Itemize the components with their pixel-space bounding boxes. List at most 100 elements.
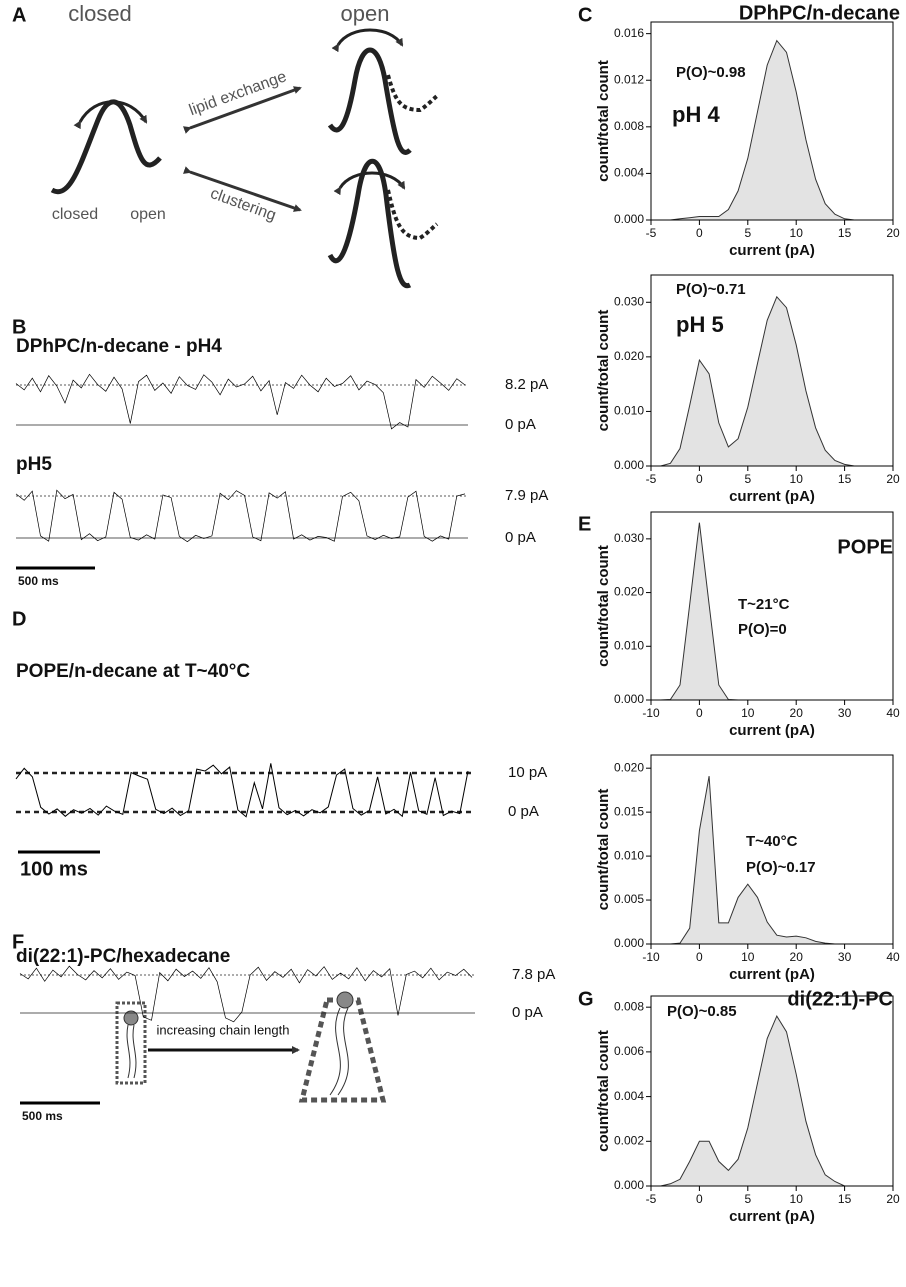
diagram: closed open closed open lipid exchange c…: [50, 1, 439, 289]
annotation: P(O)~0.85: [667, 1003, 737, 1020]
lipid-tail: [329, 1007, 349, 1096]
y-tick-label: 0.016: [614, 26, 644, 40]
annotation: pH 5: [676, 312, 724, 337]
plot-frame: [650, 511, 894, 701]
panel-letter: F: [12, 931, 24, 953]
x-tick-label: 15: [838, 1192, 852, 1206]
channel-shape: [50, 99, 162, 195]
current-trace: [15, 373, 466, 430]
lipid-head: [336, 991, 354, 1009]
panel-letter: D: [12, 608, 26, 630]
y-axis-label: count/total count: [595, 310, 612, 432]
x-tick-label: 0: [696, 226, 703, 240]
y-tick-label: 0.008: [614, 119, 644, 133]
y-tick-label: 0.000: [614, 1178, 644, 1192]
label: closed: [52, 206, 98, 223]
y-tick-label: 0.020: [614, 349, 644, 363]
x-tick-label: 30: [838, 706, 852, 720]
arrow: [182, 86, 302, 134]
x-tick-label: 10: [741, 950, 755, 964]
x-tick-label: -5: [646, 226, 657, 240]
chain-schematic: increasing chain length: [115, 991, 387, 1103]
level-label: 0 pA: [508, 803, 539, 820]
x-axis-label: current (pA): [729, 242, 815, 259]
lipid: [386, 74, 439, 113]
current-trace: [15, 489, 466, 543]
y-axis-label: count/total count: [595, 545, 612, 667]
y-tick-label: 0.000: [614, 458, 644, 472]
x-tick-label: 10: [741, 706, 755, 720]
level-label: 8.2 pA: [505, 376, 548, 393]
plot-frame: [650, 274, 894, 467]
label: closed: [68, 1, 132, 26]
x-axis-label: current (pA): [729, 1208, 815, 1225]
channel-shape: [327, 159, 412, 289]
x-tick-label: -5: [646, 472, 657, 486]
label: increasing chain length: [157, 1022, 290, 1037]
x-tick-label: -5: [646, 1192, 657, 1206]
y-axis-label: count/total count: [595, 60, 612, 182]
level-label: 0 pA: [505, 529, 536, 546]
y-tick-label: 0.010: [614, 638, 644, 652]
x-tick-label: 10: [790, 226, 804, 240]
x-tick-label: 10: [790, 1192, 804, 1206]
annotation: T~40°C: [746, 833, 798, 850]
label: open: [130, 206, 166, 223]
x-axis-label: current (pA): [729, 722, 815, 739]
annotation: T~21°C: [738, 596, 790, 613]
plot-frame: [650, 995, 894, 1187]
lipid-tail: [126, 1024, 137, 1079]
level-label: 0 pA: [512, 1004, 543, 1021]
x-tick-label: 0: [696, 472, 703, 486]
annotation: P(O)~0.71: [676, 281, 746, 298]
scale-label: 500 ms: [22, 1109, 63, 1123]
y-tick-label: 0.020: [614, 760, 644, 774]
trace-title: DPhPC/n-decane - pH4: [16, 336, 222, 357]
x-tick-label: 20: [886, 1192, 900, 1206]
x-tick-label: 40: [886, 706, 900, 720]
y-tick-label: 0.030: [614, 294, 644, 308]
panel-letter: B: [12, 316, 26, 338]
annotation: P(O)~0.98: [676, 64, 746, 81]
x-axis-label: current (pA): [729, 966, 815, 983]
y-tick-label: 0.000: [614, 212, 644, 226]
x-tick-label: 20: [886, 226, 900, 240]
level-label: 7.9 pA: [505, 487, 548, 504]
x-tick-label: 0: [696, 1192, 703, 1206]
x-tick-label: 20: [886, 472, 900, 486]
panel-letter: G: [578, 988, 594, 1010]
arrow: [73, 100, 148, 130]
y-tick-label: 0.015: [614, 804, 644, 818]
x-tick-label: 20: [790, 706, 804, 720]
scale-label: 100 ms: [20, 858, 88, 880]
level-label: 7.8 pA: [512, 966, 555, 983]
x-tick-label: 10: [790, 472, 804, 486]
scale-label: 500 ms: [18, 574, 59, 588]
y-axis-label: count/total count: [595, 789, 612, 911]
level-label: 10 pA: [508, 764, 547, 781]
y-tick-label: 0.000: [614, 936, 644, 950]
x-tick-label: 40: [886, 950, 900, 964]
y-tick-label: 0.020: [614, 585, 644, 599]
chart-heading: DPhPC/n-decane: [739, 2, 900, 24]
x-tick-label: 0: [696, 950, 703, 964]
lipid-head: [123, 1010, 139, 1026]
lipid: [386, 189, 439, 241]
arrow: [183, 166, 302, 212]
x-tick-label: -10: [642, 706, 660, 720]
panel-letter: E: [578, 513, 591, 535]
y-tick-label: 0.008: [614, 999, 644, 1013]
y-tick-label: 0.006: [614, 1044, 644, 1058]
plot-frame: [650, 754, 894, 945]
y-tick-label: 0.030: [614, 531, 644, 545]
x-axis-label: current (pA): [729, 488, 815, 505]
x-tick-label: 5: [744, 226, 751, 240]
annotation: P(O)=0: [738, 621, 787, 638]
trace-title: POPE/n-decane at T~40°C: [16, 661, 250, 682]
lipid-box: [298, 997, 387, 1103]
y-tick-label: 0.002: [614, 1133, 644, 1147]
x-tick-label: 20: [790, 950, 804, 964]
y-tick-label: 0.004: [614, 1089, 644, 1103]
x-tick-label: 30: [838, 950, 852, 964]
